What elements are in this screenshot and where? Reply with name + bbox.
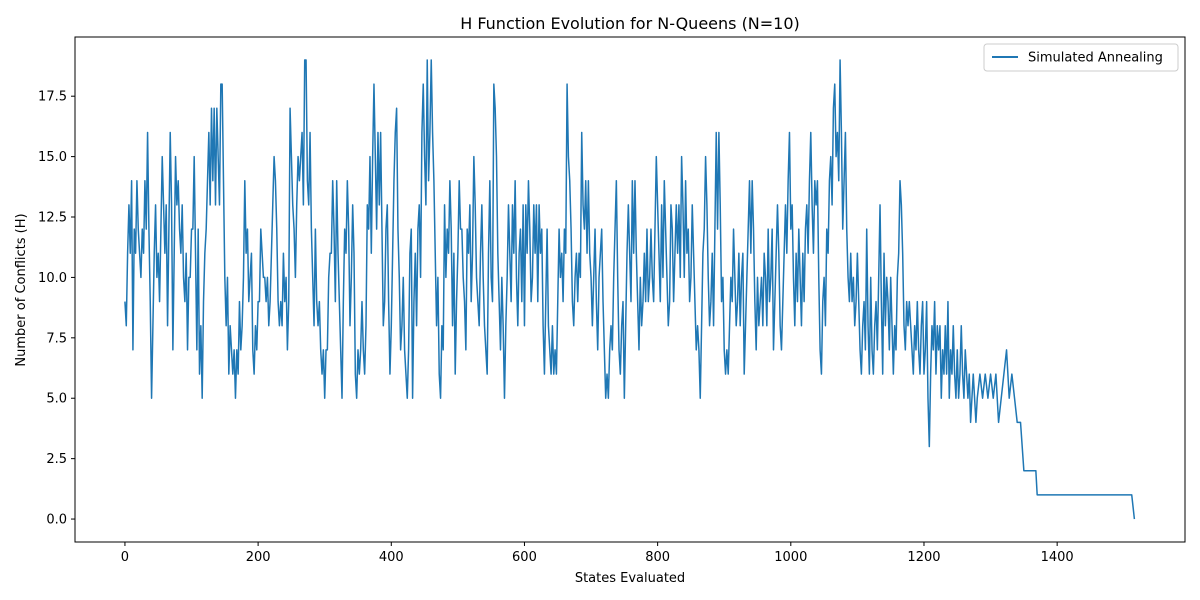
x-tick-label: 400 (379, 550, 404, 565)
series-line-simulated-annealing (124, 59, 1136, 520)
y-tick-label: 5.0 (46, 392, 67, 407)
x-tick-label: 1400 (1041, 550, 1074, 565)
legend-label: Simulated Annealing (1028, 51, 1163, 66)
x-tick-label: 0 (121, 550, 129, 565)
x-tick-label: 800 (645, 550, 670, 565)
series-layer (124, 59, 1136, 520)
y-tick-label: 10.0 (38, 271, 67, 286)
y-tick-label: 7.5 (46, 331, 67, 346)
x-tick-label: 200 (246, 550, 271, 565)
chart-title: H Function Evolution for N-Queens (N=10) (460, 14, 800, 33)
x-tick-label: 1000 (774, 550, 807, 565)
x-axis: 0 200 400 600 800 1000 1200 1400 (121, 542, 1074, 565)
y-tick-label: 2.5 (46, 452, 67, 467)
y-tick-label: 17.5 (38, 90, 67, 105)
x-tick-label: 1200 (907, 550, 940, 565)
legend: Simulated Annealing (983, 43, 1179, 72)
y-tick-label: 15.0 (38, 150, 67, 165)
x-tick-label: 600 (512, 550, 537, 565)
y-axis: 0.0 2.5 5.0 7.5 10.0 12.5 15.0 17.5 (38, 90, 75, 528)
legend-box (983, 43, 1179, 72)
y-tick-label: 0.0 (46, 513, 67, 528)
plot-area: 0 200 400 600 800 1000 1200 1400 0.0 2.5 5.0 7.5 10… (38, 36, 1186, 565)
y-tick-label: 12.5 (38, 211, 67, 226)
y-axis-title: Number of Conflicts (H) (14, 213, 29, 366)
x-axis-title: States Evaluated (575, 571, 685, 586)
